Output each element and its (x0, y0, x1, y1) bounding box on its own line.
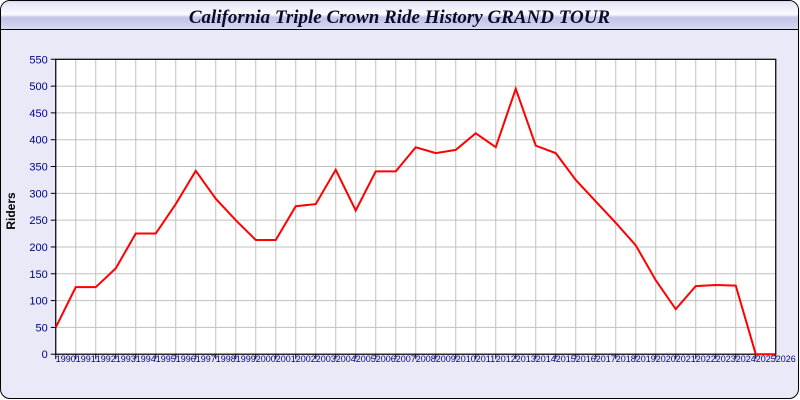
svg-text:250: 250 (29, 215, 47, 227)
svg-text:400: 400 (29, 135, 47, 147)
svg-text:2021: 2021 (676, 354, 696, 364)
svg-text:2002: 2002 (296, 354, 316, 364)
svg-text:450: 450 (29, 108, 47, 120)
svg-text:100: 100 (29, 296, 47, 308)
svg-text:1994: 1994 (136, 354, 156, 364)
svg-text:2012: 2012 (496, 354, 516, 364)
svg-text:Riders: Riders (4, 192, 18, 230)
svg-text:2018: 2018 (616, 354, 636, 364)
svg-text:2016: 2016 (576, 354, 596, 364)
svg-text:2013: 2013 (516, 354, 536, 364)
svg-text:150: 150 (29, 269, 47, 281)
svg-text:2019: 2019 (636, 354, 656, 364)
svg-text:2000: 2000 (256, 354, 276, 364)
svg-text:2023: 2023 (716, 354, 736, 364)
svg-text:350: 350 (29, 162, 47, 174)
svg-text:2008: 2008 (416, 354, 436, 364)
svg-text:2020: 2020 (656, 354, 676, 364)
svg-text:2005: 2005 (356, 354, 376, 364)
svg-text:500: 500 (29, 81, 47, 93)
svg-text:2009: 2009 (436, 354, 456, 364)
svg-text:1991: 1991 (76, 354, 96, 364)
svg-text:2003: 2003 (316, 354, 336, 364)
svg-text:2015: 2015 (556, 354, 576, 364)
svg-text:2017: 2017 (596, 354, 616, 364)
svg-text:2011: 2011 (476, 354, 495, 364)
svg-text:550: 550 (29, 54, 47, 66)
svg-text:2022: 2022 (696, 354, 716, 364)
svg-text:2001: 2001 (276, 354, 296, 364)
svg-text:50: 50 (36, 322, 48, 334)
svg-text:1999: 1999 (236, 354, 256, 364)
svg-text:1998: 1998 (216, 354, 236, 364)
svg-text:2024: 2024 (736, 354, 756, 364)
svg-text:2007: 2007 (396, 354, 416, 364)
svg-text:1997: 1997 (196, 354, 216, 364)
svg-text:1990: 1990 (56, 354, 76, 364)
svg-text:1996: 1996 (176, 354, 196, 364)
svg-text:200: 200 (29, 242, 47, 254)
svg-text:300: 300 (29, 188, 47, 200)
svg-text:0: 0 (42, 349, 48, 361)
svg-text:1995: 1995 (156, 354, 176, 364)
svg-text:1993: 1993 (116, 354, 136, 364)
svg-text:2006: 2006 (376, 354, 396, 364)
svg-text:2014: 2014 (536, 354, 556, 364)
svg-text:2004: 2004 (336, 354, 356, 364)
svg-text:2010: 2010 (456, 354, 476, 364)
svg-text:1992: 1992 (96, 354, 116, 364)
svg-text:2025: 2025 (756, 354, 776, 364)
svg-text:2026: 2026 (776, 354, 796, 364)
